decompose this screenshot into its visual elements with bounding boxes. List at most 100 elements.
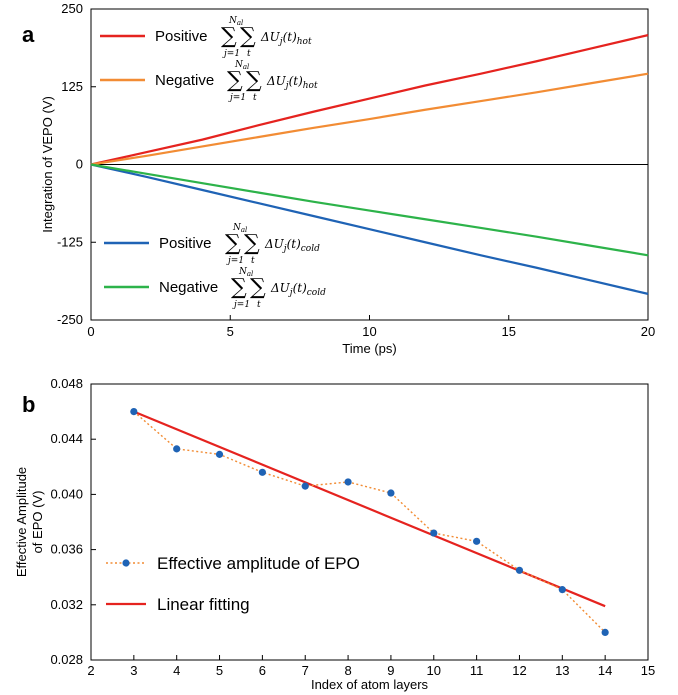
- amplitude-point: [473, 537, 481, 545]
- legend-label: Negative: [159, 279, 218, 296]
- legend-item-linear-fitting: Linear fitting: [106, 595, 250, 614]
- x-tick-label: 9: [387, 663, 394, 678]
- chart-b-series: [130, 408, 609, 637]
- legend-sum-symbol: ∑: [227, 68, 243, 93]
- legend-sum-lower: t: [257, 300, 261, 310]
- legend-sum-symbol: ∑: [225, 231, 241, 256]
- chart-a-x-axis-label: Time (ps): [342, 341, 396, 356]
- series-line-negative-cold: [90, 163, 649, 257]
- legend-label: Positive: [159, 235, 212, 252]
- x-tick-label: 15: [641, 663, 655, 678]
- chart-b-x-ticks: 2 3 4 5 6 7 8 9 10 11 12 13 14 15: [87, 655, 655, 678]
- amplitude-point: [301, 482, 309, 490]
- legend-sum-symbol: ∑: [240, 24, 256, 49]
- legend-item-effective-amplitude: Effective amplitude of EPO: [106, 554, 360, 573]
- legend-term: ΔUj(t)cold: [270, 281, 326, 298]
- legend-sum-lower: j=1: [226, 256, 244, 266]
- y-tick-label: 0: [76, 157, 83, 172]
- amplitude-point: [558, 586, 566, 594]
- x-tick-label: 0: [87, 324, 94, 339]
- chart-b-x-axis-label: Index of atom layers: [311, 677, 429, 692]
- legend-label: Positive: [155, 28, 208, 45]
- x-tick-label: 15: [502, 324, 516, 339]
- legend-sum-symbol: ∑: [244, 231, 260, 256]
- series-line-positive-cold: [90, 163, 649, 295]
- x-tick-label: 8: [344, 663, 351, 678]
- linear-fit-line: [133, 410, 606, 608]
- x-tick-label: 6: [259, 663, 266, 678]
- legend-sum-lower: j=1: [222, 49, 240, 59]
- legend-sum-lower: t: [251, 256, 255, 266]
- y-tick-label: 0.040: [50, 486, 83, 501]
- legend-sum-symbol: ∑: [246, 68, 262, 93]
- legend-sum-lower: t: [247, 49, 251, 59]
- y-tick-label: 0.048: [50, 376, 83, 391]
- x-tick-label: 13: [555, 663, 569, 678]
- series-line-positive-hot: [90, 34, 649, 166]
- amplitude-point: [258, 468, 266, 476]
- x-tick-label: 4: [173, 663, 180, 678]
- legend-sum-lower: t: [253, 93, 257, 103]
- chart-a-y-ticks: -250 -125 0 125 250: [57, 1, 96, 327]
- panel-label-a: a: [22, 22, 35, 47]
- amplitude-point: [515, 566, 524, 574]
- legend-sum-symbol: ∑: [221, 24, 237, 49]
- x-tick-label: 10: [427, 663, 441, 678]
- legend-sum-upper: Nal: [234, 60, 249, 71]
- y-tick-label: 125: [61, 79, 83, 94]
- legend-label: Effective amplitude of EPO: [157, 554, 360, 573]
- x-tick-label: 7: [302, 663, 309, 678]
- amplitude-point: [344, 478, 352, 486]
- chart-a-legend: PositiveNal∑j=1∑tΔUj(t)hotNegativeNal∑j=…: [100, 16, 326, 310]
- legend-term: ΔUj(t)hot: [260, 30, 312, 47]
- y-tick-label: 250: [61, 1, 83, 16]
- chart-a-y-axis-label: Integration of VEPO (V): [40, 96, 55, 233]
- y-tick-label: 0.032: [50, 597, 83, 612]
- legend-sum-lower: j=1: [232, 300, 250, 310]
- chart-b-frame: [90, 383, 649, 661]
- x-tick-label: 3: [130, 663, 137, 678]
- legend-sum-upper: Nal: [238, 267, 253, 278]
- legend-term: ΔUj(t)cold: [264, 237, 320, 254]
- legend-sum-lower: j=1: [228, 93, 246, 103]
- y-tick-label: 0.036: [50, 542, 83, 557]
- chart-a: a 0 5 10 15 20 -250 -125 0 125 250 Time (ps) Int…: [22, 1, 655, 356]
- y-tick-label: -250: [57, 312, 83, 327]
- amplitude-point: [387, 489, 395, 497]
- x-tick-label: 20: [641, 324, 655, 339]
- legend-label: Linear fitting: [157, 595, 250, 614]
- x-tick-label: 10: [362, 324, 376, 339]
- x-tick-label: 2: [87, 663, 94, 678]
- legend-sum-symbol: ∑: [250, 275, 266, 300]
- legend-term: ΔUj(t)hot: [266, 74, 318, 91]
- y-tick-label: -125: [57, 234, 83, 249]
- x-tick-label: 11: [470, 663, 484, 678]
- amplitude-point: [601, 628, 609, 637]
- y-tick-label: 0.044: [50, 431, 83, 446]
- chart-a-x-ticks: 0 5 10 15 20: [87, 315, 655, 339]
- series-line-negative-hot: [90, 72, 649, 166]
- x-tick-label: 5: [227, 324, 234, 339]
- chart-b-legend: Effective amplitude of EPO Linear fitting: [106, 554, 360, 614]
- amplitude-point: [173, 445, 181, 453]
- chart-b: b 2 3 4 5 6 7 8 9 10 11 12 13 14 15 0.0280.0320.0360.…: [14, 376, 655, 692]
- x-tick-label: 12: [512, 663, 526, 678]
- legend-label: Negative: [155, 72, 214, 89]
- panel-label-b: b: [22, 392, 35, 417]
- x-tick-label: 5: [216, 663, 223, 678]
- x-tick-label: 14: [598, 663, 612, 678]
- amplitude-connector-line: [133, 411, 606, 633]
- chart-b-y-axis-label-line2: of EPO (V): [30, 491, 45, 554]
- chart-b-y-axis-label-line1: Effective Amplitude: [14, 467, 29, 577]
- legend-sum-upper: Nal: [232, 223, 247, 234]
- amplitude-point: [215, 450, 224, 458]
- chart-b-y-ticks: 0.028 0.032 0.036 0.040 0.044 0.048: [50, 376, 96, 667]
- chart-a-series: [90, 34, 649, 295]
- legend-sum-symbol: ∑: [231, 275, 247, 300]
- amplitude-point: [430, 529, 438, 537]
